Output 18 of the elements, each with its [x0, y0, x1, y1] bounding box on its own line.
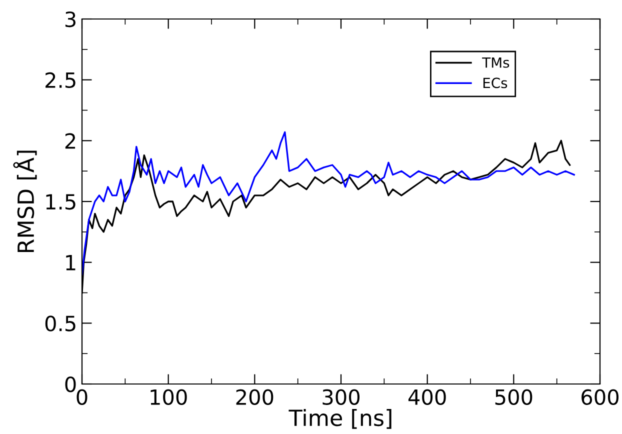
x-tick-label: 400	[408, 389, 446, 405]
y-tick-label: 2	[65, 133, 76, 149]
y-tick-label: 0.5	[45, 316, 76, 332]
x-tick-label: 500	[495, 389, 532, 405]
x-axis-title: Time [ns]	[288, 409, 392, 429]
y-tick-label: 2.5	[46, 72, 76, 88]
y-tick-label: 0	[65, 376, 76, 392]
y-tick-label: 1.5	[46, 194, 76, 210]
x-tick-label: 200	[236, 389, 274, 405]
y-tick-label: 1	[66, 255, 76, 270]
x-tick-label: 300	[322, 389, 360, 405]
y-axis-title: RMSD [Å]	[13, 150, 37, 252]
legend-label: ECs	[483, 78, 508, 88]
x-tick-label: 600	[582, 389, 618, 405]
y-tick-label: 3	[65, 11, 76, 28]
x-tick-label: 0	[76, 389, 88, 405]
x-tick-label: 100	[150, 389, 187, 405]
legend-label: TMs	[482, 57, 510, 68]
